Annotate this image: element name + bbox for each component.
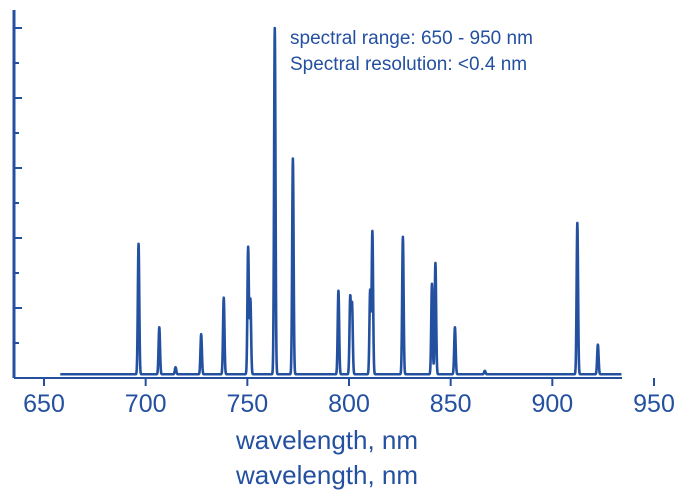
y-axis-ticks [14, 27, 22, 344]
x-tick-label: 750 [226, 390, 268, 418]
x-axis-title-repeat: wavelength, nm [235, 460, 418, 490]
x-tick-labels: 650 700 750 800 850 900 950 [23, 390, 675, 418]
x-tick-label: 950 [633, 390, 675, 418]
x-axis-ticks [43, 378, 655, 386]
annotation-spectral-range: spectral range: 650 - 950 nm [290, 28, 533, 49]
x-tick-label: 900 [531, 390, 573, 418]
x-tick-label: 850 [430, 390, 472, 418]
x-tick-label: 800 [328, 390, 370, 418]
x-tick-label: 650 [23, 390, 65, 418]
x-tick-label: 700 [125, 390, 167, 418]
spectrum-series-line [59, 26, 623, 376]
annotation-spectral-resolution: Spectral resolution: <0.4 nm [290, 54, 527, 75]
x-axis-title: wavelength, nm [235, 425, 418, 455]
